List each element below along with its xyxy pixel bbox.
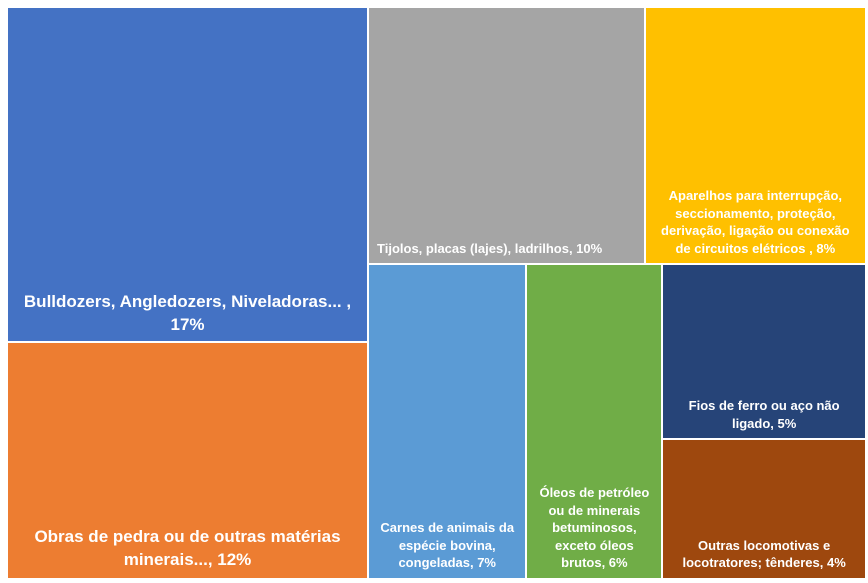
data-label: Obras de pedra ou de outras matérias min… [34,527,341,570]
data-label: Óleos de petróleo ou de minerais betumin… [539,485,650,571]
tile: Obras de pedra ou de outras matérias min… [7,342,369,579]
tile: Bulldozers, Angledozers, Niveladoras... … [7,7,369,343]
data-label: Tijolos, placas (lajes), ladrilhos, 10% [377,240,603,256]
tile: Outras locomotivas e locotratores; tênde… [662,439,866,579]
tile: Carnes de animais da espécie bovina, con… [368,264,527,579]
data-label: Bulldozers, Angledozers, Niveladoras... … [23,292,352,335]
tile: Óleos de petróleo ou de minerais betumin… [526,264,663,579]
data-label: Carnes de animais da espécie bovina, con… [380,520,515,571]
tile: Aparelhos para interrupção, seccionament… [644,7,866,265]
data-label: Fios de ferro ou aço não ligado, 5% [688,398,840,431]
tile: Fios de ferro ou aço não ligado, 5% [662,264,866,440]
tile: Tijolos, placas (lajes), ladrilhos, 10% [368,7,645,265]
data-label: Outras locomotivas e locotratores; tênde… [682,537,846,571]
data-label: Aparelhos para interrupção, seccionament… [661,188,850,256]
